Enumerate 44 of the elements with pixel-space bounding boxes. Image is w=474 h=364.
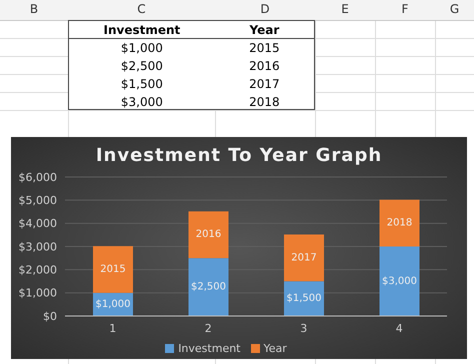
text: $1,500	[120, 77, 163, 91]
text: 2018	[249, 95, 280, 109]
text: Year	[250, 23, 280, 37]
y-tick-label: $5,000	[18, 194, 57, 208]
data-label: 2015	[100, 264, 126, 275]
bar	[188, 211, 228, 258]
y-tick-label: $6,000	[18, 170, 57, 184]
text: $2,500	[120, 59, 163, 73]
y-tick-label: $0	[43, 310, 57, 323]
data-label: 2017	[291, 252, 317, 264]
text: $3,000	[120, 95, 163, 109]
data-label: $1,000	[96, 298, 130, 310]
y-tick-label: $3,000	[18, 240, 57, 254]
text: Investment	[104, 23, 180, 37]
text: 2015	[249, 41, 280, 55]
text: D	[259, 2, 271, 16]
text: 2017	[249, 77, 280, 91]
text: F	[400, 2, 410, 16]
legend-label: Year	[264, 342, 287, 355]
data-label: $1,500	[286, 293, 322, 304]
data-label: 2018	[386, 218, 412, 229]
x-tick-label: 2	[204, 322, 212, 335]
text: E	[340, 2, 350, 16]
data-label: 2016	[196, 229, 222, 240]
data-label: $3,000	[382, 276, 417, 287]
bar	[93, 246, 133, 293]
bar	[380, 200, 420, 246]
bar	[188, 258, 228, 316]
legend-label: Investment	[178, 342, 240, 355]
text: $1,000	[120, 41, 163, 55]
chart-title: Investment To Year Graph	[94, 145, 384, 166]
x-tick-label: 1	[109, 322, 116, 335]
text: G	[448, 2, 460, 16]
text: C	[136, 2, 147, 16]
y-tick-label: $1,000	[18, 286, 57, 300]
bar	[284, 234, 324, 282]
text: 2016	[249, 59, 280, 73]
bar	[380, 246, 420, 316]
data-label: $2,500	[191, 282, 226, 293]
y-tick-label: $4,000	[18, 217, 57, 230]
x-tick-label: 4	[396, 322, 403, 335]
y-tick-label: $2,000	[18, 264, 57, 277]
text: B	[28, 2, 40, 16]
x-tick-label: 3	[300, 322, 308, 335]
